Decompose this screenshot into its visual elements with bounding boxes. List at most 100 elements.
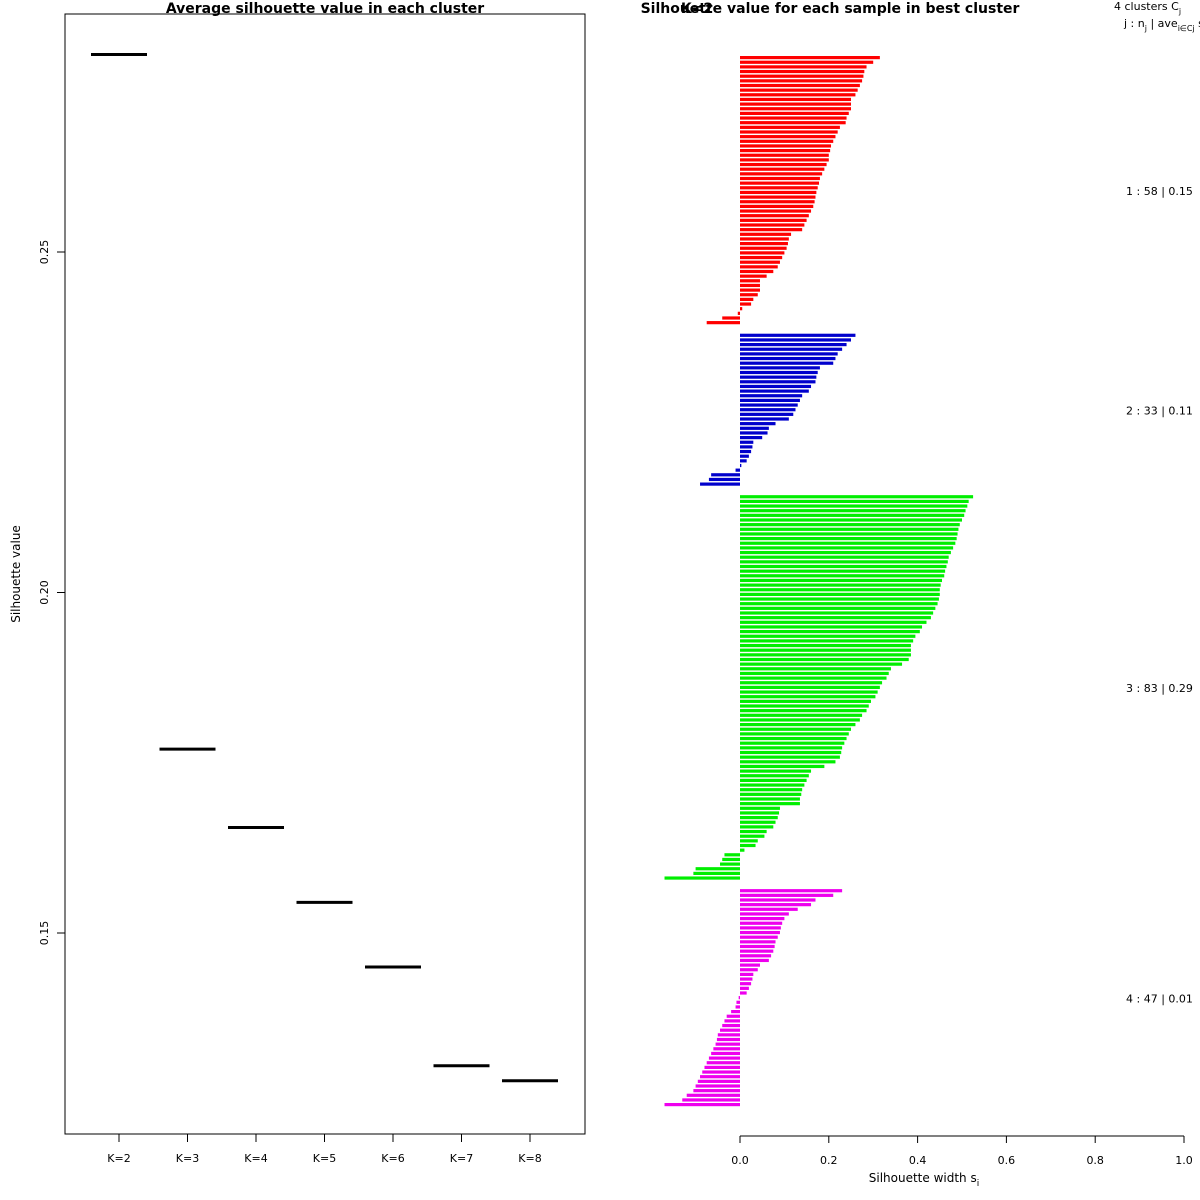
- silhouette-bar: [740, 97, 851, 102]
- silhouette-bar: [740, 398, 800, 402]
- silhouette-bar: [717, 1033, 740, 1037]
- silhouette-bar: [740, 144, 832, 148]
- silhouette-bar: [740, 251, 785, 255]
- silhouette-bar: [740, 606, 936, 610]
- silhouette-bar: [664, 876, 740, 880]
- silhouette-bar: [740, 588, 940, 592]
- silhouette-bar: [740, 523, 960, 527]
- silhouette-bar: [740, 74, 864, 78]
- right-x-tick-label: 0.0: [731, 1154, 749, 1167]
- silhouette-bar: [693, 871, 740, 875]
- silhouette-bar: [740, 648, 911, 652]
- silhouette-bar: [740, 527, 959, 531]
- silhouette-bar: [740, 699, 871, 703]
- silhouette-bar: [735, 468, 740, 472]
- right-plot-area: [664, 56, 974, 1107]
- silhouette-bar: [740, 597, 939, 601]
- silhouette-bar: [740, 83, 860, 88]
- silhouette-bar: [740, 560, 948, 564]
- right-legend-header: 4 clusters Cj j : nj | avei∈Cj s: [1114, 0, 1200, 33]
- silhouette-bar: [740, 958, 769, 963]
- right-x-tick-label: 0.8: [1086, 1154, 1104, 1167]
- silhouette-bar: [740, 834, 765, 838]
- silhouette-bar: [740, 356, 836, 361]
- silhouette-bar: [740, 260, 780, 264]
- silhouette-bar: [740, 293, 758, 297]
- silhouette-bar: [713, 1047, 740, 1051]
- silhouette-bar: [740, 228, 803, 232]
- silhouette-bar: [740, 639, 914, 643]
- silhouette-bar: [740, 223, 805, 227]
- cluster-label-3: 3 : 83 | 0.29: [1126, 682, 1193, 695]
- silhouette-bar: [740, 412, 794, 416]
- silhouette-bar: [738, 996, 740, 1000]
- right-cluster-labels: 1 : 58 | 0.15 2 : 33 | 0.11 3 : 83 | 0.29 4…: [1126, 185, 1193, 1006]
- silhouette-bar: [740, 783, 805, 787]
- left-plot-area: [91, 53, 558, 1083]
- silhouette-bar: [740, 214, 809, 218]
- silhouette-bar: [704, 1065, 740, 1069]
- silhouette-bar: [740, 546, 954, 550]
- silhouette-bar: [735, 1005, 740, 1009]
- silhouette-bar: [740, 643, 911, 648]
- silhouette-bar: [740, 977, 753, 981]
- silhouette-bar: [740, 963, 760, 967]
- silhouette-bar: [740, 190, 817, 195]
- left-panel: Average silhouette value in each cluster…: [9, 1, 586, 1165]
- silhouette-bar: [702, 1070, 740, 1074]
- cluster-label-1: 1 : 58 | 0.15: [1126, 185, 1193, 198]
- silhouette-bar: [740, 111, 849, 115]
- silhouette-bar: [740, 181, 820, 185]
- silhouette-bar: [682, 1098, 740, 1102]
- silhouette-bar: [740, 186, 818, 190]
- silhouette-bar: [740, 436, 763, 440]
- right-x-tick-label: 0.2: [820, 1154, 838, 1167]
- silhouette-bar: [740, 926, 781, 930]
- silhouette-bar: [740, 347, 843, 351]
- silhouette-bar: [740, 944, 775, 949]
- silhouette-bar: [740, 736, 847, 741]
- silhouette-bar: [740, 816, 778, 820]
- silhouette-bar: [740, 954, 772, 958]
- silhouette-bar: [740, 88, 858, 92]
- silhouette-bar: [740, 930, 780, 935]
- silhouette-bar: [722, 316, 740, 320]
- silhouette-bar: [708, 477, 740, 482]
- left-plot-frame: [64, 13, 586, 1135]
- silhouette-bar: [740, 602, 938, 606]
- left-chart-title: Average silhouette value in each cluster: [166, 1, 484, 17]
- silhouette-bar: [740, 352, 838, 356]
- silhouette-bar: [740, 153, 829, 157]
- silhouette-bar: [740, 620, 927, 624]
- silhouette-bar: [722, 857, 740, 862]
- silhouette-bar: [740, 806, 780, 810]
- silhouette-bar: [740, 685, 880, 689]
- silhouette-bar: [740, 555, 949, 559]
- silhouette-bar: [697, 1079, 740, 1083]
- left-y-tick-label: 0.20: [38, 580, 51, 605]
- silhouette-bar: [740, 592, 940, 596]
- silhouette-bar: [693, 1089, 740, 1093]
- left-x-tick-label: K=5: [313, 1152, 336, 1165]
- silhouette-bar: [740, 232, 792, 236]
- silhouette-bar: [740, 972, 754, 976]
- silhouette-bar: [740, 741, 845, 745]
- silhouette-bar: [740, 394, 803, 398]
- silhouette-bar: [740, 921, 783, 925]
- left-x-tick-label: K=3: [176, 1152, 199, 1165]
- silhouette-bar: [740, 893, 834, 897]
- silhouette-bar: [740, 56, 880, 60]
- silhouette-bar: [740, 158, 829, 162]
- silhouette-bar: [740, 732, 849, 736]
- silhouette-bar: [706, 1061, 740, 1065]
- silhouette-bar: [711, 473, 740, 477]
- silhouette-bar: [740, 750, 842, 755]
- silhouette-bar: [740, 968, 758, 972]
- silhouette-bar: [740, 69, 865, 74]
- silhouette-bar: [740, 366, 820, 370]
- silhouette-bar: [706, 321, 740, 325]
- cluster-label-2: 2 : 33 | 0.11: [1126, 404, 1193, 417]
- silhouette-bar: [740, 269, 774, 274]
- silhouette-bar: [740, 634, 916, 638]
- silhouette-bar: [740, 569, 946, 573]
